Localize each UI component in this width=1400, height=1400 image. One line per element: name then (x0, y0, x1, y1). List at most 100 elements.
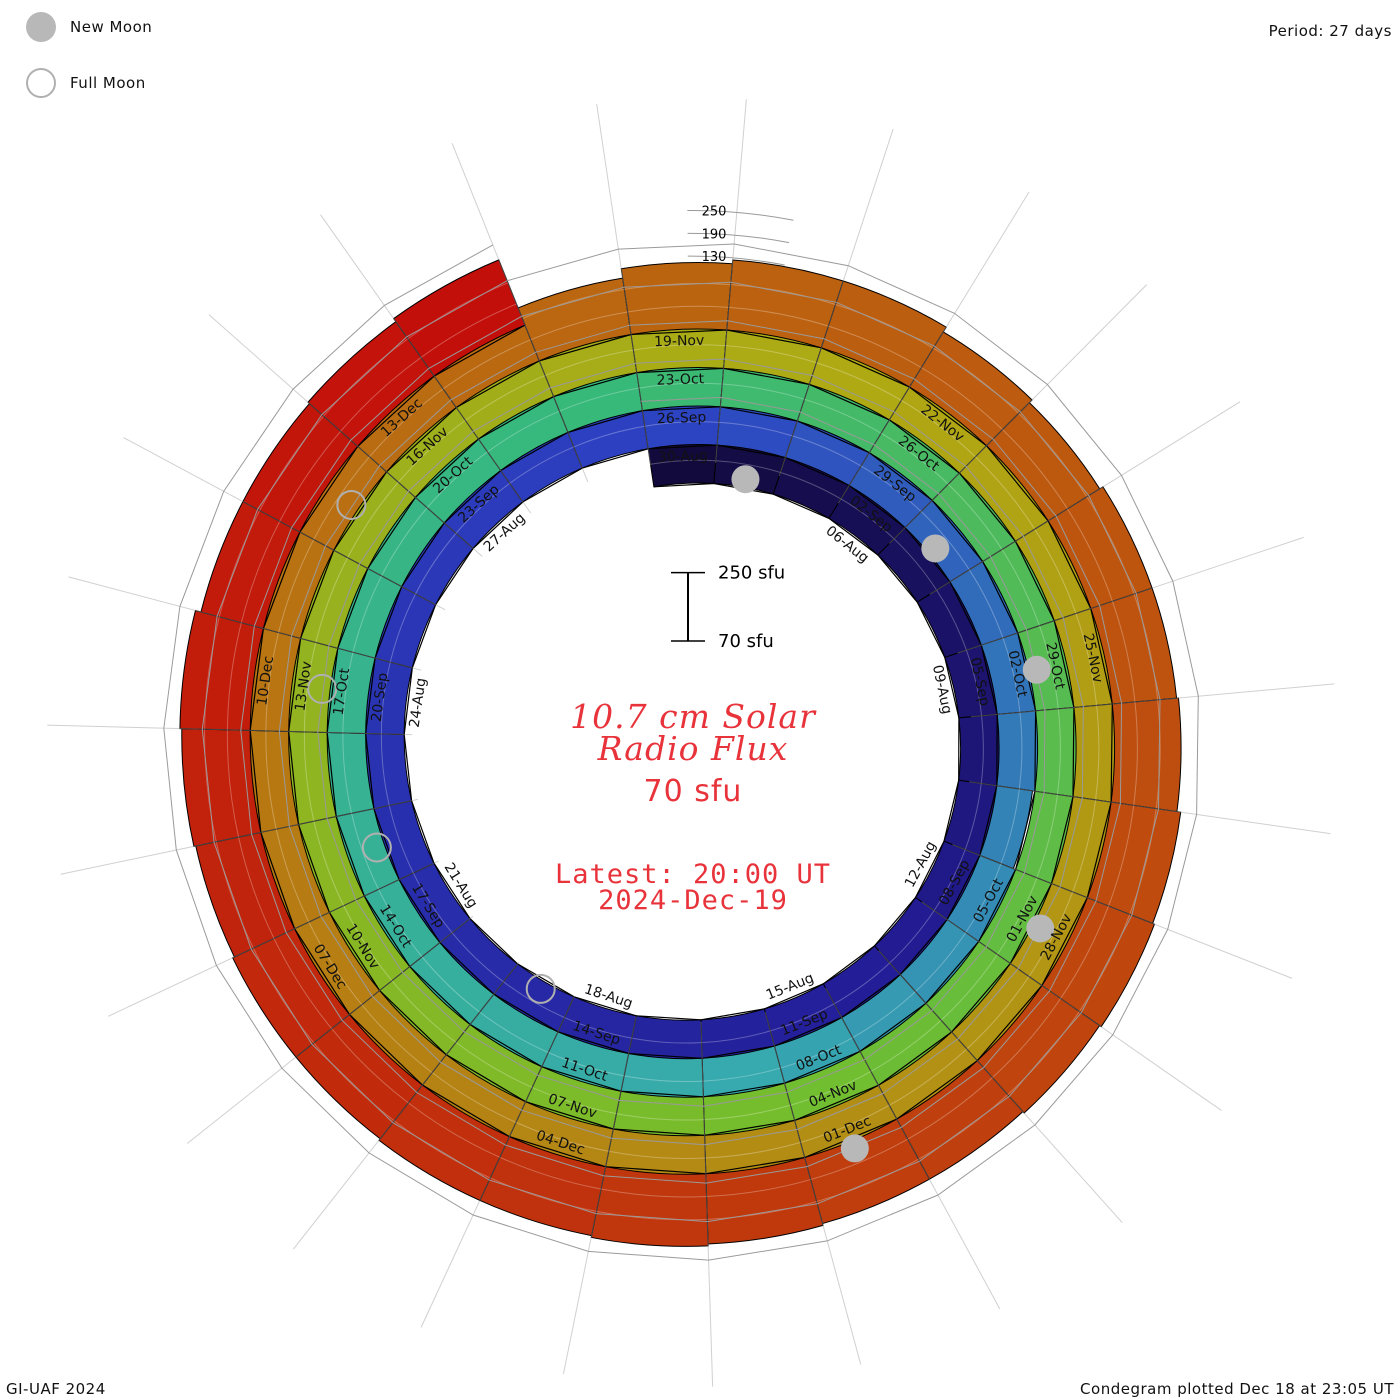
grid-arc-130 (816, 362, 902, 401)
grid-arc-130 (1056, 708, 1061, 795)
radial-gridline (921, 901, 1222, 1111)
date-label: 24-Aug (407, 677, 430, 729)
grid-arc-130 (1002, 429, 1068, 510)
date-label: 17-Oct (331, 667, 354, 717)
grid-arc-130 (889, 910, 935, 964)
grid-arc-190 (323, 338, 409, 417)
grid-arc-190 (596, 1210, 708, 1221)
grid-arc-130 (343, 905, 393, 982)
grid-arc-130 (1000, 788, 1020, 864)
grid-arc-190 (1078, 914, 1131, 1012)
grid-arc-130 (704, 1104, 791, 1121)
grid-arc-130 (965, 863, 1002, 933)
radial-gridline (715, 99, 747, 464)
grid-arc-130 (966, 976, 1030, 1050)
grid-arc-130 (715, 460, 781, 473)
new-moon-label: New Moon (70, 18, 153, 36)
grid-arc-130 (1067, 508, 1113, 602)
radial-gridline (878, 950, 1123, 1223)
outer-guide-spiral (163, 243, 1199, 1261)
grid-arc-130 (1095, 705, 1100, 800)
latest-time: Latest: 20:00 UT (554, 859, 832, 890)
grid-arc-130 (650, 459, 716, 465)
axis-arc-250 (687, 210, 794, 221)
grid-arc-130 (964, 783, 982, 850)
grid-arc-130 (342, 732, 353, 814)
grid-arc-130 (1001, 549, 1040, 626)
grid-arc-190 (490, 1177, 597, 1212)
grid-arc-130 (342, 652, 354, 733)
grid-arc-130 (391, 980, 457, 1043)
grid-arc-190 (393, 1120, 491, 1179)
period-label: Period: 27 days (1268, 22, 1392, 40)
grid-arc-190 (1018, 413, 1088, 498)
baseline-spiral (249, 324, 1113, 1175)
date-label: 20-Sep (369, 672, 392, 723)
grid-arc-130 (331, 1028, 409, 1104)
grid-arc-130 (420, 303, 517, 358)
grid-arc-190 (730, 284, 836, 305)
grid-arc-130 (828, 325, 922, 369)
grid-arc-190 (522, 288, 625, 320)
grid-arc-130 (1034, 528, 1077, 614)
grid-arc-130 (790, 1071, 872, 1106)
grid-arc-130 (313, 821, 345, 906)
grid-arc-130 (1075, 613, 1098, 706)
grid-arc-130 (616, 1113, 705, 1121)
axis-tick-label: 130 (702, 250, 727, 265)
grid-arc-130 (303, 731, 315, 822)
grid-arc-190 (624, 282, 731, 290)
grid-arc-130 (1108, 805, 1135, 907)
grid-arc-130 (705, 1141, 801, 1159)
grid-arc-190 (918, 1094, 1009, 1160)
grid-arc-130 (273, 938, 333, 1029)
radial-grid (47, 99, 1335, 1387)
grid-arc-130 (940, 954, 998, 1021)
grid-arc-130 (412, 872, 453, 934)
grid-arc-130 (442, 339, 532, 390)
grid-arc-130 (388, 805, 414, 874)
grid-arc-130 (840, 498, 895, 540)
grid-arc-130 (936, 589, 967, 651)
grid-arc-130 (279, 430, 342, 522)
grid-arc-130 (487, 410, 560, 453)
grid-arc-130 (921, 367, 1003, 430)
grid-arc-130 (1028, 891, 1074, 977)
flux-segment-day-118 (1041, 897, 1156, 1028)
grid-arc-190 (1007, 1011, 1080, 1096)
grid-arc-130 (315, 557, 349, 643)
scale-bottom-label: 70 sfu (718, 631, 774, 652)
grid-arc-130 (627, 305, 729, 313)
grid-arc-130 (702, 1067, 781, 1082)
flux-segment-day-127 (232, 928, 351, 1058)
radial-gridline (889, 284, 1148, 544)
grid-arc-190 (707, 1201, 817, 1220)
grid-arc-130 (728, 306, 829, 327)
grid-arc-130 (238, 836, 275, 939)
grid-arc-130 (920, 511, 970, 571)
grid-arc-190 (259, 415, 325, 511)
radial-gridline (108, 860, 439, 1017)
scale-top-label: 250 sfu (718, 563, 785, 584)
radial-gridline (186, 915, 474, 1144)
radial-gridline (970, 683, 1335, 718)
date-label: 26-Sep (657, 410, 707, 428)
radial-gridline (68, 576, 422, 671)
flux-spiral (179, 259, 1182, 1247)
radial-gridline (47, 724, 413, 736)
grid-arc-130 (965, 650, 983, 716)
grid-arc-190 (1129, 808, 1157, 915)
grid-arc-190 (816, 1158, 919, 1203)
radial-gridline (837, 191, 1030, 504)
grid-arc-130 (347, 481, 399, 558)
grid-arc-130 (880, 432, 949, 485)
date-label: 30-Aug (658, 448, 708, 466)
grid-arc-130 (573, 425, 645, 448)
grid-arc-130 (431, 1072, 517, 1123)
chart-title-line1: 10.7 cm Solar (570, 697, 816, 736)
flux-segment-day-123 (590, 1166, 709, 1247)
grid-arc-130 (1060, 905, 1109, 999)
date-label: 19-Nov (654, 333, 705, 351)
grid-arc-130 (901, 400, 976, 458)
